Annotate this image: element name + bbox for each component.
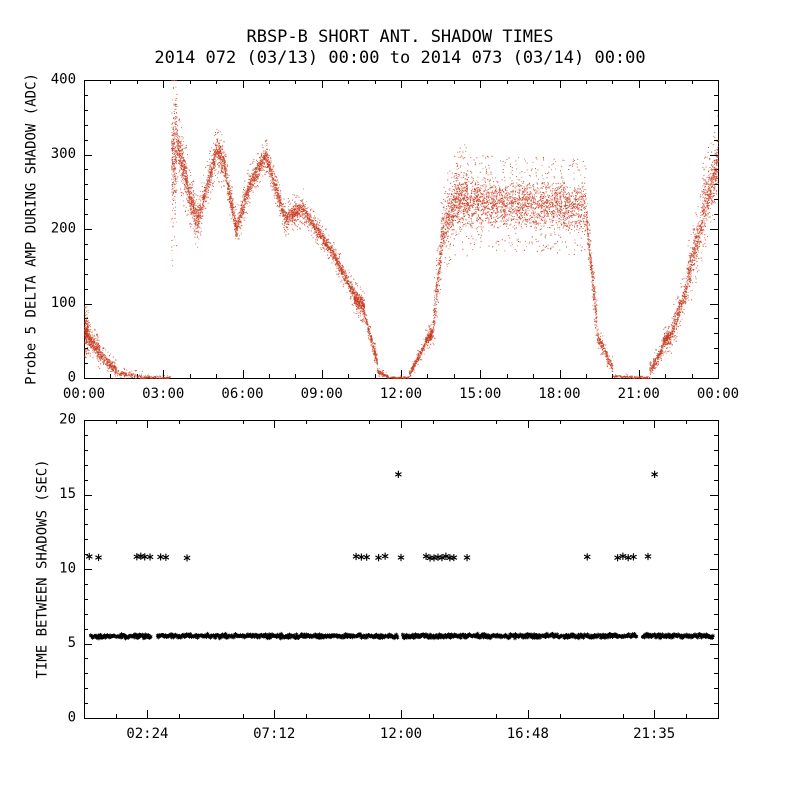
chart-subtitle: 2014 072 (03/13) 00:00 to 2014 073 (03/1… <box>154 48 646 68</box>
chart-title: RBSP-B SHORT ANT. SHADOW TIMES <box>246 27 554 47</box>
